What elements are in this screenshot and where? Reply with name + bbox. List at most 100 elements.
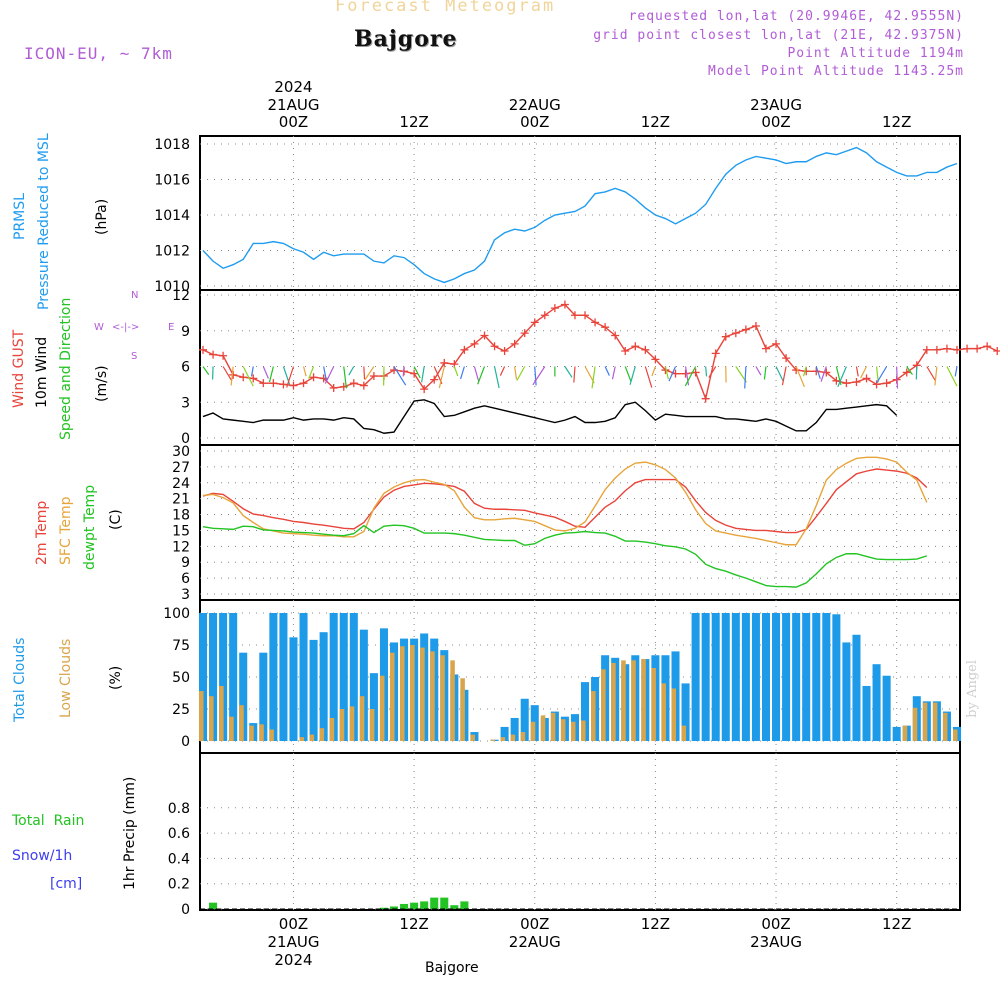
gust-point [581, 311, 590, 320]
wind-direction-arrow [708, 366, 717, 378]
wind-direction-arrow [684, 366, 697, 387]
low-cloud-bar [560, 719, 566, 741]
series-line-dewpt-temp [202, 524, 928, 588]
total-cloud-bar [309, 639, 318, 741]
gust-point [410, 369, 419, 378]
panel-4: 0 25 50 75 100 [163, 599, 962, 754]
wind-direction-arrow [514, 366, 518, 380]
y-tick-label: 30 [172, 444, 190, 460]
wind-direction-arrow [348, 366, 355, 376]
low-cloud-bar [651, 668, 656, 741]
low-cloud-bar [349, 706, 355, 741]
low-cloud-bar [209, 696, 214, 741]
top-hour-label: 00Z [520, 113, 549, 131]
gust-point [550, 304, 559, 313]
rain-bar [460, 901, 469, 909]
bottom-date-label: 23AUG [750, 933, 802, 951]
wind-direction-arrow [795, 366, 805, 388]
gust-point [711, 349, 720, 358]
gust-point [782, 354, 791, 363]
wind-direction-arrow [860, 366, 868, 379]
low-cloud-bar [520, 732, 526, 741]
wind-direction-arrow [402, 366, 405, 377]
low-cloud-bar [621, 660, 626, 741]
low-cloud-bar [470, 734, 475, 741]
top-hour-label: 00Z [279, 113, 308, 131]
low-cloud-bar [490, 739, 496, 741]
y-tick-label: 25 [172, 702, 190, 718]
bottom-hour-label: 00Z [279, 915, 308, 933]
compass-rose: W E <-|-> N S [94, 290, 174, 362]
wind-direction-arrow [534, 366, 537, 386]
wind-direction-arrow [473, 366, 480, 383]
pressure-label-a: PRMSL [12, 193, 28, 240]
wind-direction-arrow [532, 366, 546, 386]
panel-1: 1010 1012 1014 1016 1018 [154, 135, 961, 295]
panel-frame [199, 135, 961, 291]
low-cloud-bar [631, 660, 636, 741]
rain-bar [209, 902, 218, 909]
bottom-date-label: 22AUG [509, 933, 561, 951]
gust-point [540, 311, 549, 320]
total-cloud-bar [349, 613, 358, 741]
gust-point [611, 331, 620, 340]
y-tick-label: 27 [172, 460, 190, 476]
location-title: Bajgore [354, 26, 458, 52]
low-cloud-bar [681, 725, 687, 741]
gust-point [430, 375, 439, 384]
low-cloud-bar [389, 652, 395, 741]
y-tick-label: 0.4 [168, 851, 190, 867]
wind-direction-arrow [629, 366, 636, 385]
low-cloud-bar [379, 675, 385, 741]
gust-point [309, 373, 318, 382]
total-cloud-bar [681, 683, 690, 741]
gust-point [199, 345, 207, 354]
total-cloud-bar [581, 682, 590, 741]
wind-direction-arrow [815, 366, 821, 380]
low-cloud-bar [540, 715, 546, 741]
gust-point [369, 372, 378, 381]
low-cloud-bar [339, 709, 345, 741]
total-cloud-bar [209, 613, 218, 741]
gust-point [209, 350, 218, 359]
y-tick-label: 6 [181, 571, 190, 587]
wind-direction-arrow [308, 366, 315, 379]
gust-point [560, 300, 569, 309]
top-date-label: 23AUG [750, 96, 802, 114]
panel-frame [199, 752, 961, 911]
total-cloud-bar [329, 613, 338, 741]
total-cloud-bar [832, 614, 841, 741]
wind-direction-arrow [926, 366, 936, 381]
low-cloud-bar [369, 709, 375, 741]
total-cloud-bar [279, 613, 288, 741]
gust-point [721, 332, 730, 341]
total-cloud-bar [239, 652, 248, 741]
total-cloud-bar [772, 613, 781, 741]
total-cloud-bar [882, 675, 891, 741]
low-cloud-bar [450, 660, 455, 741]
gust-point [922, 345, 931, 354]
wind-direction-arrow [954, 366, 958, 377]
gust-point [490, 342, 499, 351]
y-tick-label: 9 [181, 324, 190, 340]
gust-point [460, 345, 469, 354]
wind-direction-arrow [516, 366, 526, 381]
total-cloud-bar [701, 613, 710, 741]
wind-direction-arrow [302, 366, 307, 377]
wind-direction-arrow [896, 366, 899, 389]
bottom-date-label: 21AUG [268, 933, 320, 951]
y-tick-label: 6 [181, 360, 190, 376]
wind-direction-label: Speed and Direction [58, 298, 74, 440]
total-cloud-bar [852, 634, 861, 741]
wind-direction-arrow [421, 366, 425, 383]
y-tick-label: 1014 [154, 208, 190, 224]
total-cloud-bar [751, 613, 760, 741]
total-cloud-bar [369, 673, 378, 741]
gust-point [932, 345, 941, 354]
t2m-label: 2m Temp [34, 501, 50, 565]
y-tick-label: 75 [172, 638, 190, 654]
bottom-hour-label: 00Z [520, 915, 549, 933]
low-cloud-bar [198, 691, 204, 741]
low-cloud-bar [902, 725, 908, 741]
low-cloud-bar [500, 737, 506, 741]
